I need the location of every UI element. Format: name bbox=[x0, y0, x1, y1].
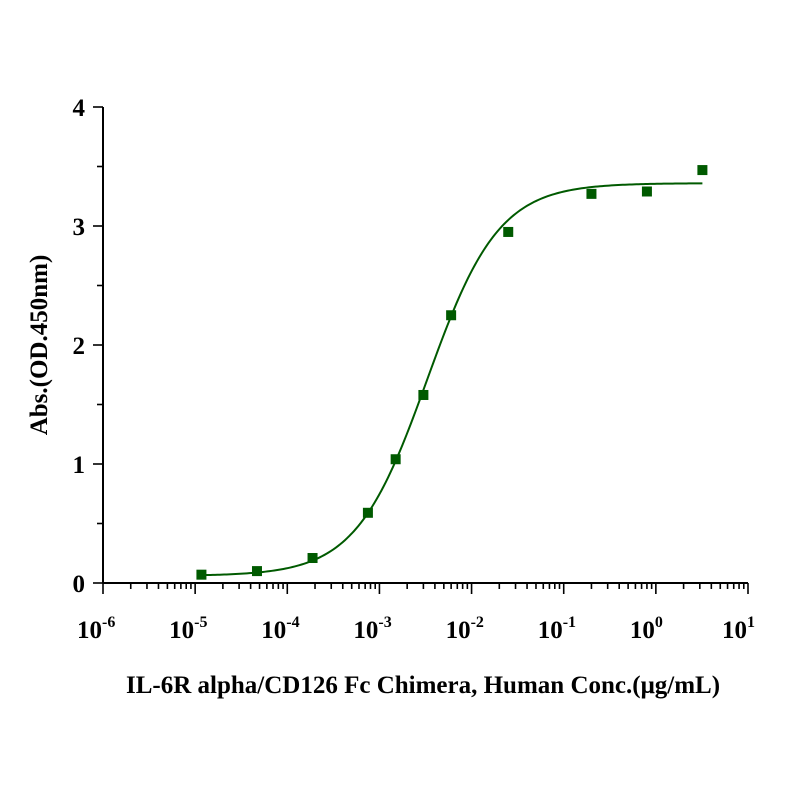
x-axis-title: IL-6R alpha/CD126 Fc Chimera, Human Conc… bbox=[126, 672, 720, 699]
y-tick-label: 1 bbox=[73, 452, 86, 479]
x-tick-label: 10-2 bbox=[446, 614, 484, 644]
y-tick-label: 3 bbox=[73, 214, 86, 241]
data-point bbox=[586, 188, 597, 199]
data-point bbox=[697, 165, 708, 176]
data-point bbox=[251, 566, 262, 577]
x-tick-label: 100 bbox=[630, 614, 663, 644]
y-axis-ticks: 0 1 2 3 4 bbox=[73, 95, 103, 598]
x-tick-label: 10-3 bbox=[353, 614, 391, 644]
data-point bbox=[196, 569, 207, 580]
x-tick-label: 10-6 bbox=[77, 614, 115, 644]
data-point bbox=[390, 454, 401, 465]
fit-curve bbox=[201, 182, 703, 577]
data-point bbox=[362, 507, 373, 518]
y-tick-label: 0 bbox=[73, 571, 86, 598]
data-point bbox=[418, 389, 429, 400]
y-tick-label: 4 bbox=[73, 95, 86, 122]
y-axis-title: Abs.(OD.450nm) bbox=[26, 255, 53, 436]
data-point bbox=[503, 226, 514, 237]
x-tick-label: 10-1 bbox=[538, 614, 576, 644]
data-points bbox=[196, 165, 708, 580]
x-tick-label: 10-5 bbox=[169, 614, 207, 644]
x-tick-label: 101 bbox=[722, 614, 755, 644]
data-point bbox=[307, 553, 318, 564]
data-point bbox=[446, 310, 457, 321]
data-point bbox=[641, 186, 652, 197]
x-axis-ticks: 10-6 10-5 10-4 10-3 10-2 10-1 100 101 bbox=[77, 583, 755, 644]
fit-curve-group bbox=[201, 182, 703, 577]
y-tick-label: 2 bbox=[73, 333, 86, 360]
x-tick-label: 10-4 bbox=[261, 614, 299, 644]
